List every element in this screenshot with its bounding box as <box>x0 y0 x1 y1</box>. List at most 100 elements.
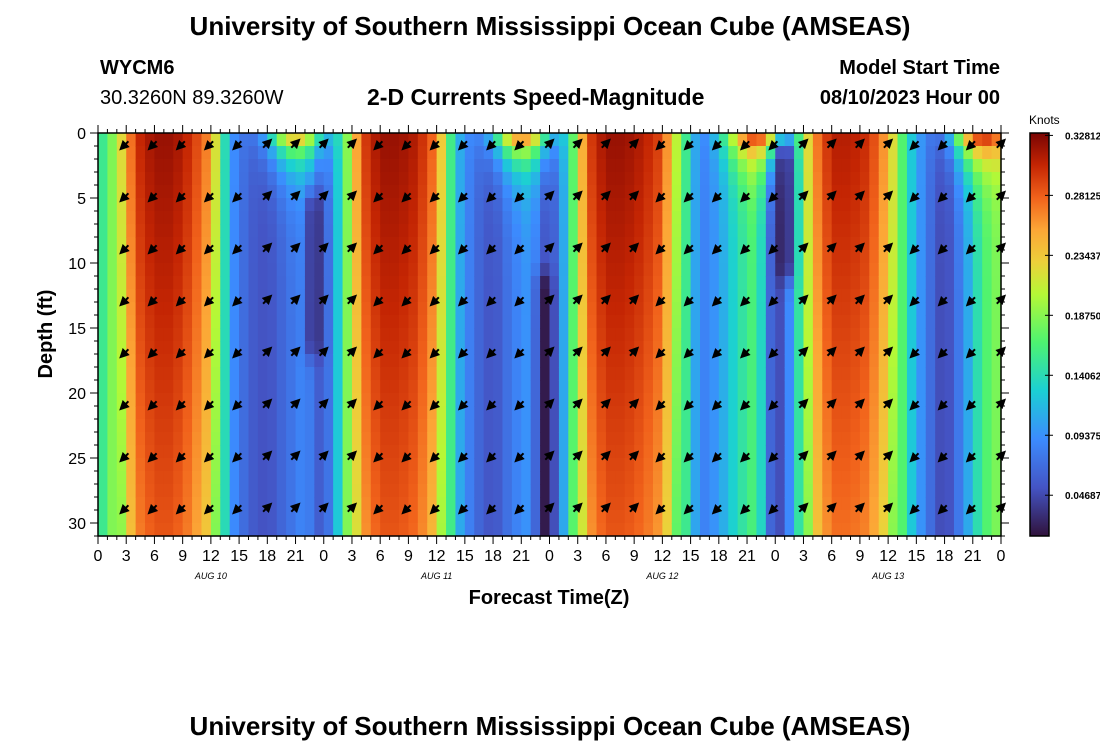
heatmap-cell <box>511 497 522 511</box>
heatmap-cell <box>399 328 410 342</box>
heatmap-cell <box>549 250 560 264</box>
heatmap-cell <box>257 523 268 537</box>
heatmap-cell <box>464 315 475 329</box>
heatmap-cell <box>351 250 362 264</box>
heatmap-cell <box>173 471 184 485</box>
heatmap-cell <box>615 211 626 225</box>
heatmap-cell <box>464 146 475 160</box>
current-vector-arrow <box>203 399 215 411</box>
heatmap-cell <box>587 393 598 407</box>
heatmap-cell <box>521 523 532 537</box>
heatmap-cell <box>380 133 391 147</box>
current-vector-arrow <box>203 295 215 307</box>
heatmap-cell <box>511 510 522 524</box>
colorbar-tick-label: 0.18750 <box>1065 311 1100 322</box>
heatmap-cell <box>530 224 541 238</box>
heatmap-cell <box>728 458 739 472</box>
heatmap-cell <box>690 497 701 511</box>
heatmap-cell <box>775 302 786 316</box>
heatmap-cell <box>192 328 203 342</box>
heatmap-cell <box>455 198 466 212</box>
heatmap-cell <box>756 237 767 251</box>
current-vector-arrow <box>572 346 583 358</box>
heatmap-cell <box>850 172 861 186</box>
heatmap-cell <box>98 133 109 147</box>
heatmap-cell <box>107 172 118 186</box>
heatmap-cell <box>154 224 165 238</box>
heatmap-cell <box>549 159 560 173</box>
heatmap-cell <box>718 146 729 160</box>
heatmap-cell <box>220 328 231 342</box>
heatmap-cell <box>182 380 193 394</box>
heatmap-cell <box>107 484 118 498</box>
heatmap-cell <box>314 471 325 485</box>
heatmap-cell <box>220 341 231 355</box>
current-vector-arrow <box>486 503 497 515</box>
heatmap-cell <box>859 250 870 264</box>
heatmap-cell <box>304 471 315 485</box>
heatmap-cell <box>342 471 353 485</box>
heatmap-cell <box>718 224 729 238</box>
heatmap-cell <box>794 471 805 485</box>
heatmap-cell <box>812 159 823 173</box>
heatmap-cell <box>145 393 156 407</box>
heatmap-cell <box>370 510 381 524</box>
heatmap-cell <box>747 146 758 160</box>
heatmap-cell <box>662 341 673 355</box>
heatmap-cell <box>220 198 231 212</box>
current-vector-arrow <box>995 450 1007 462</box>
heatmap-cell <box>624 406 635 420</box>
heatmap-cell <box>455 380 466 394</box>
heatmap-cell <box>700 172 711 186</box>
current-vector-arrow <box>600 502 611 514</box>
heatmap-cell <box>210 458 221 472</box>
heatmap-cell <box>963 510 974 524</box>
heatmap-cell <box>662 263 673 277</box>
heatmap-cell <box>841 523 852 537</box>
heatmap-cell <box>483 146 494 160</box>
heatmap-cell <box>427 198 438 212</box>
heatmap-cell <box>361 328 372 342</box>
heatmap-cell <box>662 419 673 433</box>
heatmap-cell <box>775 159 786 173</box>
heatmap-cell <box>784 315 795 329</box>
current-vector-arrow <box>119 243 130 255</box>
heatmap-cell <box>399 198 410 212</box>
heatmap-cell <box>239 211 250 225</box>
heatmap-cell <box>220 354 231 368</box>
heatmap-cell <box>145 133 156 147</box>
heatmap-cell <box>107 510 118 524</box>
heatmap-cell <box>314 458 325 472</box>
heatmap-cell <box>276 237 287 251</box>
heatmap-cell <box>784 406 795 420</box>
heatmap-cell <box>972 354 983 368</box>
heatmap-cell <box>295 523 306 537</box>
heatmap-cell <box>587 328 598 342</box>
heatmap-cell <box>747 289 758 303</box>
heatmap-cell <box>342 419 353 433</box>
heatmap-cell <box>257 146 268 160</box>
heatmap-cell <box>878 406 889 420</box>
heatmap-cell <box>370 523 381 537</box>
heatmap-cell <box>953 276 964 290</box>
heatmap-cell <box>775 289 786 303</box>
heatmap-cell <box>765 224 776 238</box>
heatmap-cell <box>135 393 146 407</box>
heatmap-cell <box>229 393 240 407</box>
heatmap-cell <box>897 289 908 303</box>
heatmap-cell <box>709 393 720 407</box>
heatmap-cell <box>803 328 814 342</box>
heatmap-cell <box>671 406 682 420</box>
heatmap-cell <box>446 328 457 342</box>
heatmap-cell <box>267 328 278 342</box>
heatmap-cell <box>643 497 654 511</box>
heatmap-cell <box>304 302 315 316</box>
heatmap-cell <box>399 497 410 511</box>
heatmap-cell <box>502 211 513 225</box>
heatmap-cell <box>718 159 729 173</box>
heatmap-cell <box>427 445 438 459</box>
heatmap-cell <box>276 328 287 342</box>
current-vector-arrow <box>909 399 920 411</box>
heatmap-cell <box>182 237 193 251</box>
heatmap-cell <box>775 237 786 251</box>
